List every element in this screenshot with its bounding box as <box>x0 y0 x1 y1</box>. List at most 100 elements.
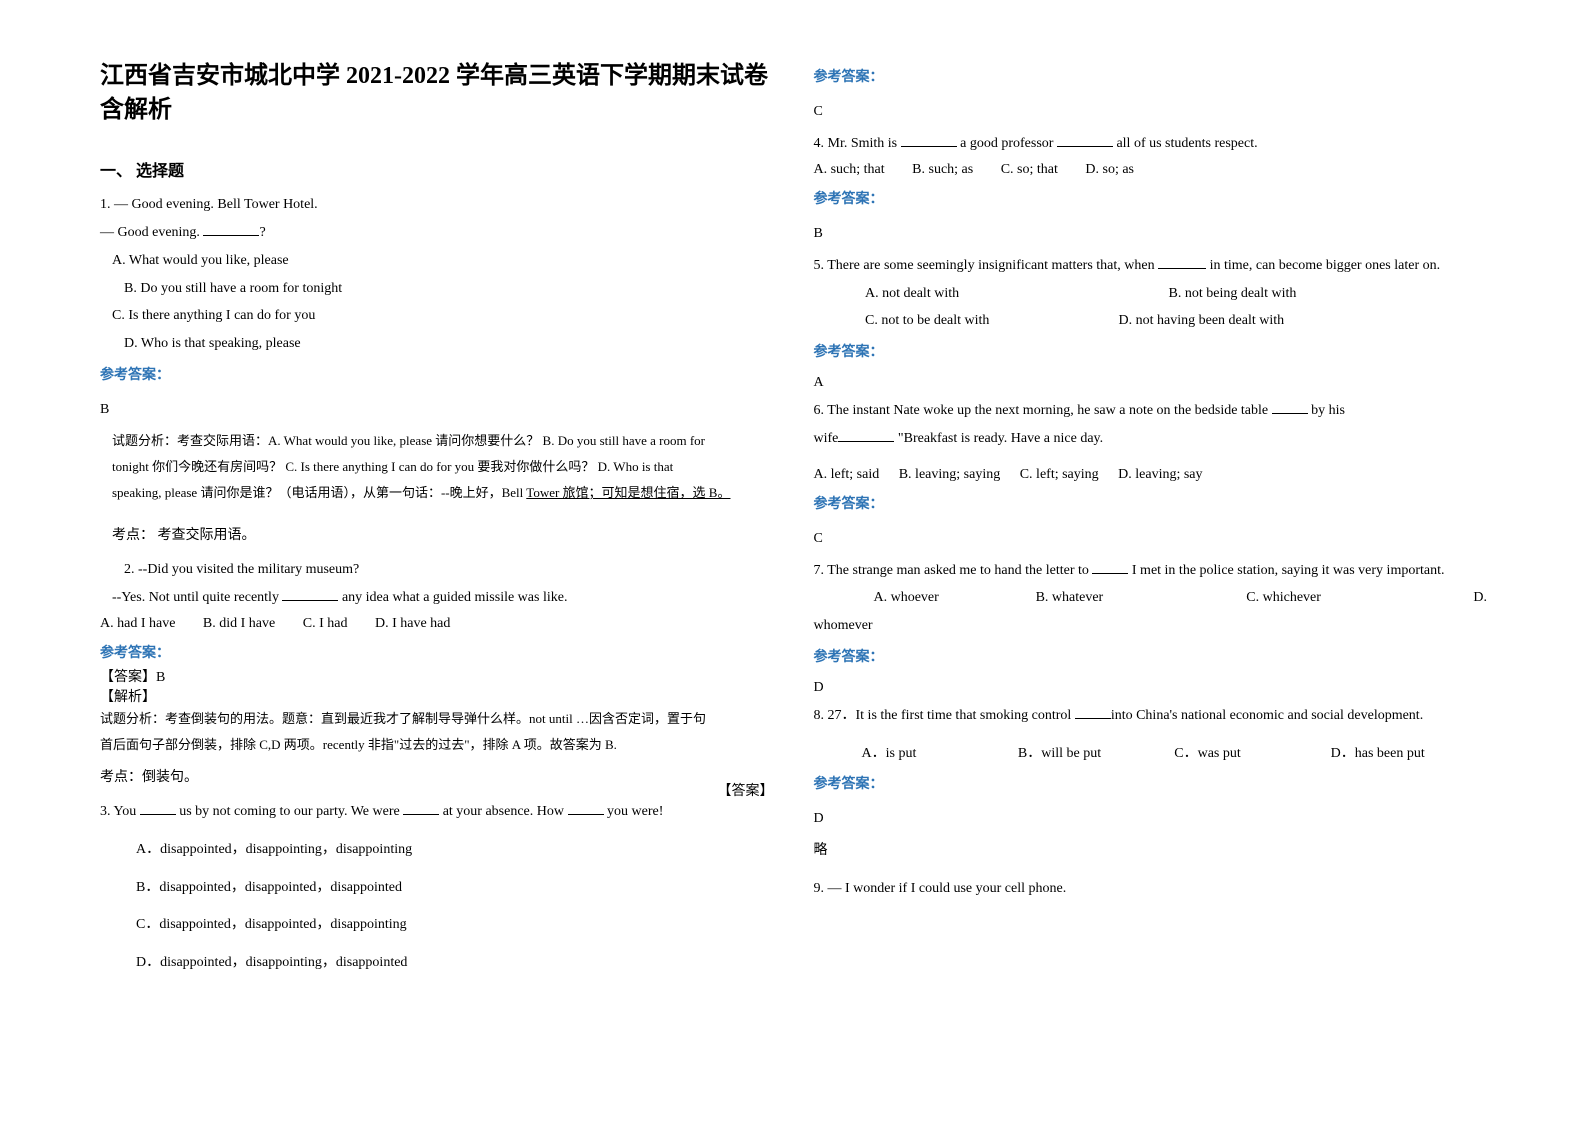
q4-answer: B <box>814 226 1488 242</box>
q8-prompt-post: into China's national economic and socia… <box>1111 708 1423 723</box>
q7-option-d-rest: whomever <box>814 614 1488 638</box>
q7-prompt: 7. The strange man asked me to hand the … <box>814 559 1488 583</box>
q8-prompt: 8. 27．It is the first time that smoking … <box>814 704 1488 728</box>
q2-options: A. had I have B. did I have C. I had D. … <box>100 616 774 632</box>
q7-option-c: C. whichever <box>1246 586 1457 610</box>
q2-analysis-2: 首后面句子部分倒装，排除 C,D 两项。recently 非指"过去的过去"，排… <box>100 734 774 756</box>
blank <box>1272 399 1308 414</box>
q6-prompt-line2: wife "Breakfast is ready. Have a nice da… <box>814 427 1488 451</box>
q5-opts-row2: C. not to be dealt with D. not having be… <box>814 309 1488 333</box>
q4-prompt-pre: 4. Mr. Smith is <box>814 136 901 151</box>
q7-option-b: B. whatever <box>1036 586 1247 610</box>
q3-ans-tag-right: 【答案】 <box>718 780 774 800</box>
q7-option-a: A. whoever <box>874 586 1036 610</box>
q6-prompt-line1: 6. The instant Nate woke up the next mor… <box>814 399 1488 423</box>
q3-option-b: B．disappointed，disappointed，disappointed <box>100 876 774 900</box>
section-heading: 一、 选择题 <box>100 157 774 181</box>
q5-answer-label: 参考答案： <box>814 341 1488 361</box>
q8-answer-label: 参考答案： <box>814 773 1488 793</box>
blank <box>1075 704 1111 719</box>
q1-option-c: C. Is there anything I can do for you <box>100 304 774 328</box>
blank <box>403 800 439 815</box>
q3-prompt: 3. You us by not coming to our party. We… <box>100 800 718 824</box>
q7-answer-label: 参考答案： <box>814 646 1488 666</box>
q4-prompt-post: all of us students respect. <box>1113 136 1258 151</box>
q6-prompt-post: by his <box>1308 403 1345 418</box>
q3-prompt-post: you were! <box>604 804 664 819</box>
q1-exam-point: 考点： 考查交际用语。 <box>100 524 774 544</box>
q2-answer-tag: 【答案】B <box>100 666 774 686</box>
document-title: 江西省吉安市城北中学 2021-2022 学年高三英语下学期期末试卷含解析 <box>100 60 774 127</box>
q2-prompt-line1: 2. --Did you visited the military museum… <box>100 558 774 582</box>
q1-option-d: D. Who is that speaking, please <box>100 332 774 356</box>
blank <box>901 132 957 147</box>
q6-option-d: D. leaving; say <box>1118 467 1202 483</box>
blank <box>1092 559 1128 574</box>
q1-option-a: A. What would you like, please <box>100 249 774 273</box>
q8-prompt-pre: 8. 27．It is the first time that smoking … <box>814 708 1075 723</box>
blank <box>838 427 894 442</box>
q6-prompt2-pre: wife <box>814 431 839 446</box>
q2-option-c: C. I had <box>303 616 348 632</box>
q1-answer-label: 参考答案： <box>100 364 774 384</box>
q3-option-c: C．disappointed，disappointed，disappointin… <box>100 913 774 937</box>
q5-option-a: A. not dealt with <box>865 282 1165 306</box>
blank <box>282 586 338 601</box>
left-column: 江西省吉安市城北中学 2021-2022 学年高三英语下学期期末试卷含解析 一、… <box>100 60 774 977</box>
q1-prompt2-pre: — Good evening. <box>100 225 203 240</box>
blank <box>140 800 176 815</box>
q4-option-d: D. so; as <box>1085 162 1134 178</box>
q6-prompt2-post: "Breakfast is ready. Have a nice day. <box>894 431 1103 446</box>
q6-option-b: B. leaving; saying <box>899 467 1001 483</box>
q7-answer: D <box>814 676 1488 700</box>
q1-analysis-3-underline: Tower 旅馆；可知是想住宿，选 B。 <box>526 485 730 500</box>
q4-prompt: 4. Mr. Smith is a good professor all of … <box>814 132 1488 156</box>
q7-option-d-pre: D. <box>1457 586 1487 610</box>
q1-prompt2-suffix: ? <box>259 225 265 240</box>
q3-prompt-mid1: us by not coming to our party. We were <box>176 804 404 819</box>
q4-options: A. such; that B. such; as C. so; that D.… <box>814 162 1488 178</box>
q8-note: 略 <box>814 839 1488 863</box>
q2-analysis-1: 试题分析：考查倒装句的用法。题意：直到最近我才了解制导导弹什么样。not unt… <box>100 708 774 730</box>
q5-option-c: C. not to be dealt with <box>865 309 1115 333</box>
q2-prompt2-pre: --Yes. Not until quite recently <box>112 590 282 605</box>
col2-answer-label-top: 参考答案： <box>814 66 1488 86</box>
q2-exam-point: 考点：倒装句。 <box>100 766 774 786</box>
q6-prompt-pre: 6. The instant Nate woke up the next mor… <box>814 403 1272 418</box>
q7-prompt-post: I met in the police station, saying it w… <box>1128 563 1444 578</box>
q3-option-a: A．disappointed，disappointing，disappointi… <box>100 838 774 862</box>
q2-option-d: D. I have had <box>375 616 450 632</box>
q1-analysis-1: 试题分析：考查交际用语：A. What would you like, plea… <box>100 430 774 452</box>
q8-option-b: B．will be put <box>1018 742 1174 766</box>
q3-option-d: D．disappointed，disappointing，disappointe… <box>100 951 774 975</box>
q8-option-d: D．has been put <box>1331 742 1487 766</box>
q8-answer: D <box>814 811 1488 827</box>
q1-answer: B <box>100 402 774 418</box>
q1-analysis-3: speaking, please 请问你是谁？（电话用语），从第一句话：--晚上… <box>100 482 774 504</box>
q5-prompt-pre: 5. There are some seemingly insignifican… <box>814 258 1159 273</box>
q1-option-b: B. Do you still have a room for tonight <box>100 277 774 301</box>
q1-prompt-line1: 1. — Good evening. Bell Tower Hotel. <box>100 193 774 217</box>
q2-explain-tag: 【解析】 <box>100 686 774 706</box>
q7-prompt-pre: 7. The strange man asked me to hand the … <box>814 563 1093 578</box>
q2-option-a: A. had I have <box>100 616 175 632</box>
q2-answer-label: 参考答案： <box>100 642 774 662</box>
q6-option-a: A. left; said <box>814 467 880 483</box>
q7-opts-row: A. whoever B. whatever C. whichever D. <box>814 586 1488 610</box>
blank <box>568 800 604 815</box>
q5-prompt: 5. There are some seemingly insignifican… <box>814 254 1488 278</box>
blank <box>203 221 259 236</box>
q2-prompt2-post: any idea what a guided missile was like. <box>338 590 567 605</box>
blank <box>1057 132 1113 147</box>
q6-answer-label: 参考答案： <box>814 493 1488 513</box>
q1-analysis-2: tonight 你们今晚还有房间吗？ C. Is there anything … <box>100 456 774 478</box>
q1-prompt-line2: — Good evening. ? <box>100 221 774 245</box>
q5-answer: A <box>814 371 1488 395</box>
q3-row: 3. You us by not coming to our party. We… <box>100 798 774 826</box>
q3-prompt-pre: 3. You <box>100 804 140 819</box>
q5-option-d: D. not having been dealt with <box>1119 313 1285 328</box>
q6-answer: C <box>814 531 1488 547</box>
q2-prompt-line2: --Yes. Not until quite recently any idea… <box>100 586 774 610</box>
col2-answer-top: C <box>814 104 1488 120</box>
q4-answer-label: 参考答案： <box>814 188 1488 208</box>
